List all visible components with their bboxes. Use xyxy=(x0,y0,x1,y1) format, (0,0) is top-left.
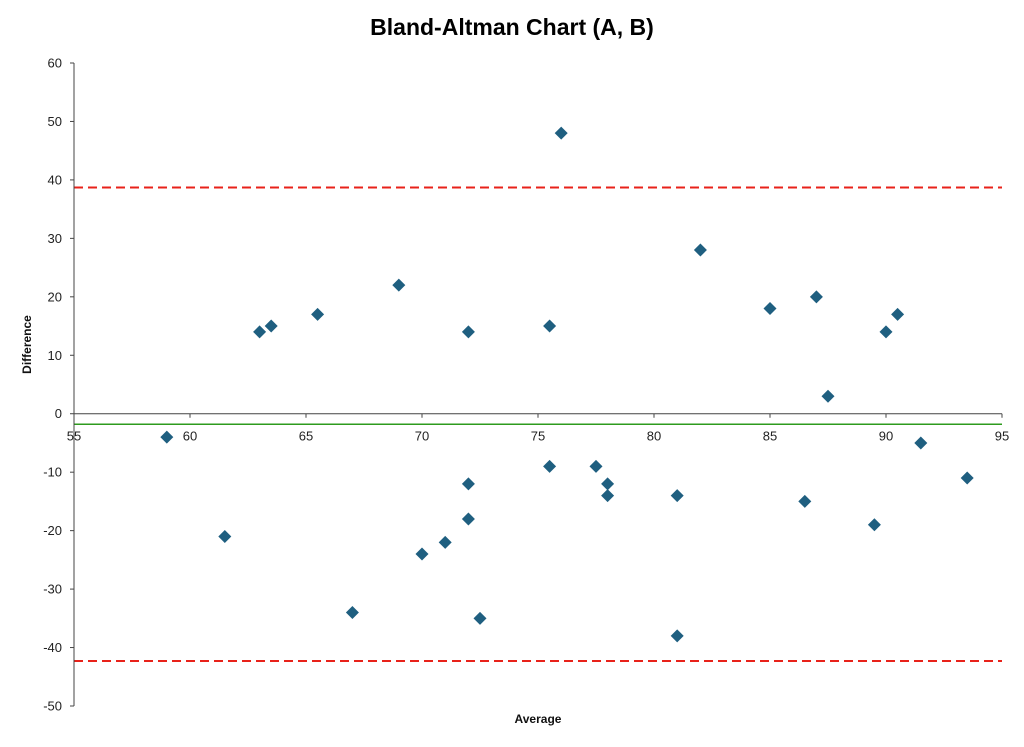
data-point xyxy=(461,512,475,526)
data-point xyxy=(960,471,974,485)
x-tick-label: 85 xyxy=(763,429,777,444)
data-point xyxy=(253,325,267,339)
data-point xyxy=(264,319,278,333)
data-point xyxy=(914,436,928,450)
data-point xyxy=(821,389,835,403)
x-tick-label: 90 xyxy=(879,429,893,444)
data-point xyxy=(798,494,812,508)
x-tick-label: 55 xyxy=(67,429,81,444)
data-point xyxy=(461,325,475,339)
data-point xyxy=(601,489,615,503)
y-tick-label: -20 xyxy=(43,523,62,538)
data-point xyxy=(879,325,893,339)
data-point xyxy=(891,307,905,321)
data-point xyxy=(543,459,557,473)
data-point xyxy=(392,278,406,292)
y-tick-label: 10 xyxy=(48,348,62,363)
x-tick-label: 65 xyxy=(299,429,313,444)
data-point xyxy=(693,243,707,257)
x-axis-title: Average xyxy=(515,712,562,726)
data-point xyxy=(345,605,359,619)
y-tick-label: -40 xyxy=(43,640,62,655)
data-point xyxy=(160,430,174,444)
y-tick-label: -30 xyxy=(43,582,62,597)
y-tick-label: -50 xyxy=(43,699,62,714)
reference-lines xyxy=(74,186,1002,662)
data-point xyxy=(311,307,325,321)
y-tick-label: 0 xyxy=(55,406,62,421)
x-tick-label: 60 xyxy=(183,429,197,444)
data-point xyxy=(415,547,429,561)
y-tick-label: 50 xyxy=(48,114,62,129)
x-tick-label: 75 xyxy=(531,429,545,444)
data-point xyxy=(763,302,777,316)
x-tick-label: 95 xyxy=(995,429,1009,444)
x-tick-label: 70 xyxy=(415,429,429,444)
data-point xyxy=(218,529,232,543)
data-point xyxy=(589,459,603,473)
data-points xyxy=(160,126,974,643)
data-point xyxy=(670,629,684,643)
data-point xyxy=(554,126,568,140)
y-axis-title: Difference xyxy=(20,315,34,374)
data-point xyxy=(543,319,557,333)
y-tick-label: 20 xyxy=(48,289,62,304)
x-tick-label: 80 xyxy=(647,429,661,444)
data-point xyxy=(438,535,452,549)
y-tick-label: 60 xyxy=(48,56,62,71)
data-point xyxy=(670,489,684,503)
data-point xyxy=(473,611,487,625)
y-tick-label: -10 xyxy=(43,465,62,480)
data-point xyxy=(809,290,823,304)
y-tick-label: 30 xyxy=(48,231,62,246)
tick-labels: -50 -40 -30 -20 -10 0 10 20 30 40 50 60 55 60 65 70 75 80… xyxy=(43,56,1009,714)
data-point xyxy=(867,518,881,532)
data-point xyxy=(601,477,615,491)
chart-title: Bland-Altman Chart (A, B) xyxy=(370,14,654,40)
axes xyxy=(70,62,1003,707)
data-point xyxy=(461,477,475,491)
y-tick-label: 40 xyxy=(48,172,62,187)
